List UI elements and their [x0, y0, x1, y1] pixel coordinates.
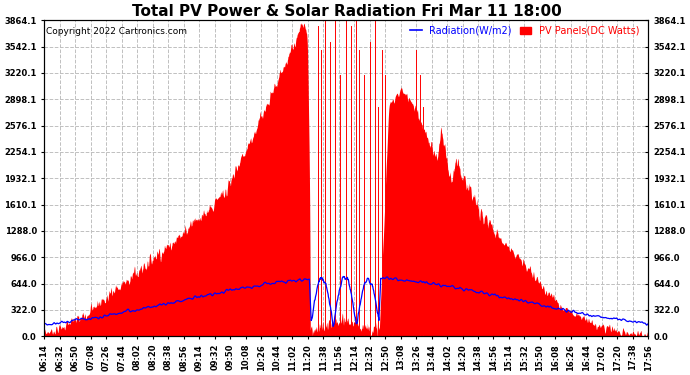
Text: Copyright 2022 Cartronics.com: Copyright 2022 Cartronics.com [46, 27, 186, 36]
Legend: Radiation(W/m2), PV Panels(DC Watts): Radiation(W/m2), PV Panels(DC Watts) [406, 22, 644, 40]
Title: Total PV Power & Solar Radiation Fri Mar 11 18:00: Total PV Power & Solar Radiation Fri Mar… [132, 4, 561, 19]
